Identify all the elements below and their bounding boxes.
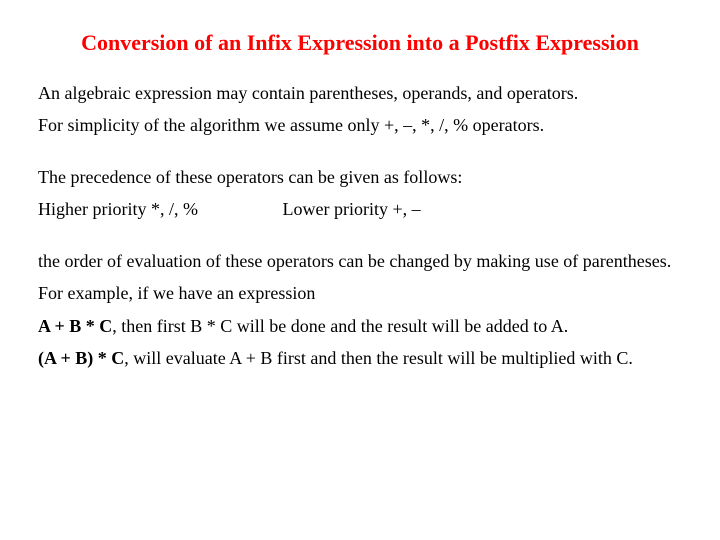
example-1-rest: , then first B * C will be done and the …: [112, 316, 568, 336]
body-line-6: For example, if we have an expression: [38, 280, 682, 306]
spacer: [38, 144, 682, 164]
slide: Conversion of an Infix Expression into a…: [0, 0, 720, 540]
example-2: (A + B) * C, will evaluate A + B first a…: [38, 345, 682, 371]
example-2-bold: (A + B) * C: [38, 348, 124, 368]
body-line-5: the order of evaluation of these operato…: [38, 248, 682, 274]
slide-title: Conversion of an Infix Expression into a…: [38, 30, 682, 56]
spacer: [38, 228, 682, 248]
priority-line: Higher priority *, /, % Lower priority +…: [38, 196, 682, 222]
body-line-1: An algebraic expression may contain pare…: [38, 80, 682, 106]
priority-low: Lower priority +, –: [283, 199, 421, 219]
priority-high: Higher priority *, /, %: [38, 196, 278, 222]
example-1-bold: A + B * C: [38, 316, 112, 336]
slide-body: An algebraic expression may contain pare…: [38, 80, 682, 371]
example-2-rest: , will evaluate A + B first and then the…: [124, 348, 633, 368]
body-line-3: The precedence of these operators can be…: [38, 164, 682, 190]
body-line-2: For simplicity of the algorithm we assum…: [38, 112, 682, 138]
example-1: A + B * C, then first B * C will be done…: [38, 313, 682, 339]
